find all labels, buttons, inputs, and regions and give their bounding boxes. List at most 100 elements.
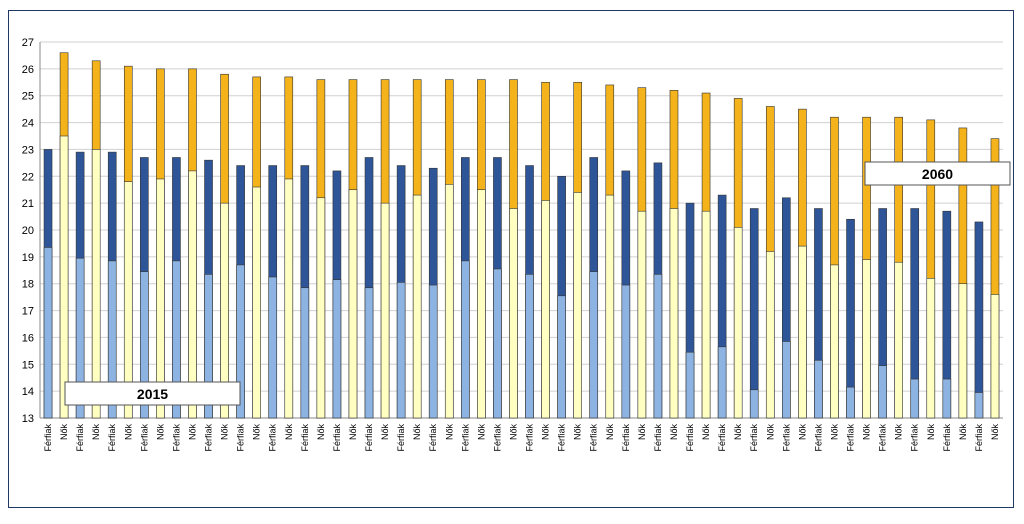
bar [974,392,984,419]
bar [846,386,855,419]
bar [990,294,1000,419]
bar [188,170,197,419]
x-tick-label: Férfiak [525,424,535,452]
bar [412,194,422,419]
y-tick-label: 19 [22,252,34,264]
bar [573,192,582,419]
x-tick-label: Férfiak [653,424,663,452]
x-tick-label: Nők [316,424,326,441]
bar [236,264,245,419]
x-tick-label: Férfiak [332,424,342,452]
bar [685,351,695,419]
x-tick-label: Nők [348,424,358,441]
bar [878,365,887,419]
y-tick-label: 17 [22,306,34,318]
x-tick-label: Nők [669,424,679,441]
x-tick-label: Nők [573,424,583,441]
x-tick-label: Nők [829,424,839,441]
x-tick-label: Nők [155,424,165,441]
y-tick-label: 26 [22,64,34,76]
bar [782,341,791,419]
bar [749,208,759,419]
x-tick-label: Férfiak [749,424,759,452]
x-tick-label: Férfiak [974,424,984,452]
bar [862,259,871,419]
x-tick-label: Férfiak [396,424,406,452]
x-tick-label: Férfiak [942,424,952,452]
bar [140,271,149,419]
bar [59,135,69,419]
x-tick-label: Férfiak [460,424,470,452]
bar [541,200,550,419]
y-tick-label: 27 [22,37,34,49]
series-label-box [864,161,1011,186]
y-tick-label: 20 [22,225,34,237]
x-tick-label: Nők [797,424,807,441]
x-tick-label: Férfiak [364,424,374,452]
bar [814,359,823,419]
x-tick-label: Nők [444,424,454,441]
bar [43,247,53,419]
bar [733,227,743,419]
x-tick-label: Férfiak [557,424,567,452]
y-tick-label: 21 [22,198,34,210]
bar [605,194,615,419]
y-tick-label: 14 [22,386,34,398]
bar [830,264,839,419]
x-tick-label: Nők [862,424,872,441]
y-tick-label: 16 [22,332,34,344]
y-tick-label: 24 [22,118,34,130]
bar [156,178,165,419]
x-tick-label: Férfiak [75,424,85,452]
bar [894,261,903,419]
bar [974,221,984,419]
bar [509,208,518,419]
bar [348,189,358,419]
x-tick-label: Nők [187,424,197,441]
bar [123,181,133,419]
bar [332,279,342,419]
x-tick-label: Férfiak [685,424,695,452]
x-tick-label: Férfiak [428,424,438,452]
bar [749,389,759,419]
x-tick-label: Férfiak [589,424,599,452]
x-tick-label: Nők [926,424,936,441]
x-tick-label: Nők [123,424,133,441]
bar [107,260,117,419]
bar [428,284,438,419]
x-tick-label: Nők [733,424,743,441]
bar [444,184,454,419]
y-tick-label: 25 [22,91,34,103]
x-tick-label: Nők [958,424,968,441]
x-tick-label: Férfiak [813,424,823,452]
bar [477,189,486,419]
y-tick-label: 18 [22,279,34,291]
x-tick-label: Nők [894,424,904,441]
bar [220,202,229,419]
x-tick-label: Nők [605,424,615,441]
x-tick-label: Nők [541,424,551,441]
series-label: 2060 [922,166,953,182]
bar [461,260,470,419]
bar [284,178,294,419]
bar [926,278,936,419]
x-tick-label: Férfiak [878,424,888,452]
x-tick-label: Férfiak [139,424,149,452]
bar [364,287,374,419]
x-tick-label: Férfiak [492,424,502,452]
y-tick-label: 15 [22,359,34,371]
x-tick-label: Nők [91,424,101,441]
x-tick-label: Nők [476,424,486,441]
bar [172,260,181,419]
x-tick-label: Nők [412,424,422,441]
x-tick-label: Férfiak [107,424,117,452]
bar [958,283,968,419]
x-tick-label: Férfiak [204,424,214,452]
series-label: 2015 [137,386,168,402]
bar [701,210,711,419]
x-tick-label: Nők [252,424,262,441]
x-tick-label: Férfiak [846,424,856,452]
x-tick-label: Nők [701,424,711,441]
bar [910,378,920,419]
bar [525,274,534,419]
